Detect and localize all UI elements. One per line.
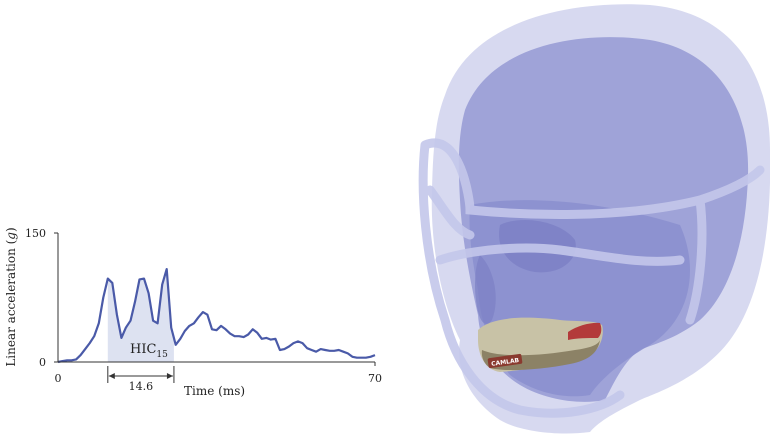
hic-annotation-text: HIC [130,342,156,357]
y-tick-label-150: 150 [25,227,46,240]
y-axis-title-suffix: ) [4,227,18,232]
mouthguard-label: CAMLAB [491,357,520,368]
nose-region [475,255,496,324]
hic-shaded-region [107,269,174,362]
mouthguard-label-band [487,353,523,369]
x-axis-title: Time (ms) [184,384,245,398]
x-tick-label-0: 0 [55,372,62,385]
acceleration-chart: 150 0 0 70 Linear acceleration (g) Time … [4,227,382,398]
facemask [418,138,765,418]
interval-arrowhead-left [108,373,115,379]
hic-annotation: HIC15 [130,342,168,360]
interval-label: 14.6 [129,380,154,393]
y-axis-title-unit: g [4,232,18,240]
y-axis-title-prefix: Linear acceleration ( [4,240,18,367]
interval-arrowhead-right [166,373,173,379]
hic-annotation-subscript: 15 [156,350,168,360]
acceleration-series-line [57,268,376,364]
y-tick-label-0: 0 [39,356,46,369]
x-tick-label-70: 70 [368,372,382,385]
y-axis-title: Linear acceleration (g) [4,227,18,366]
mouthguard-red-pad [568,322,602,340]
